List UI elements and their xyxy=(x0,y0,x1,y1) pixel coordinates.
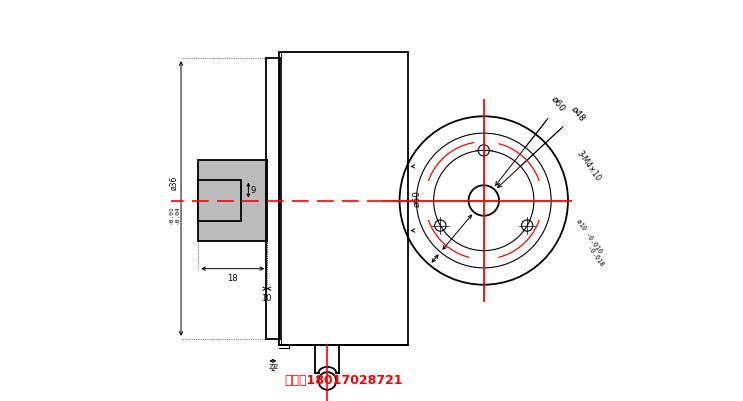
Text: ø48: ø48 xyxy=(569,105,586,124)
Text: 2: 2 xyxy=(268,364,273,370)
Bar xyxy=(267,58,280,339)
Text: 2: 2 xyxy=(273,364,277,370)
Text: -0.01
-0.04: -0.01 -0.04 xyxy=(169,205,180,224)
Bar xyxy=(279,52,408,345)
Bar xyxy=(198,160,267,241)
Text: ø36: ø36 xyxy=(169,175,179,190)
Text: 2: 2 xyxy=(270,365,275,373)
Text: 3-M4×10: 3-M4×10 xyxy=(575,150,603,183)
Text: 手机：18017028721: 手机：18017028721 xyxy=(284,375,403,387)
Text: ø60: ø60 xyxy=(412,190,421,207)
Text: 10: 10 xyxy=(262,294,272,303)
Text: ø60: ø60 xyxy=(550,95,567,113)
Text: 18: 18 xyxy=(227,274,238,283)
Bar xyxy=(198,180,241,221)
Text: 9: 9 xyxy=(250,186,256,194)
Text: ø10 -0.010
       -0.018: ø10 -0.010 -0.018 xyxy=(570,218,611,267)
